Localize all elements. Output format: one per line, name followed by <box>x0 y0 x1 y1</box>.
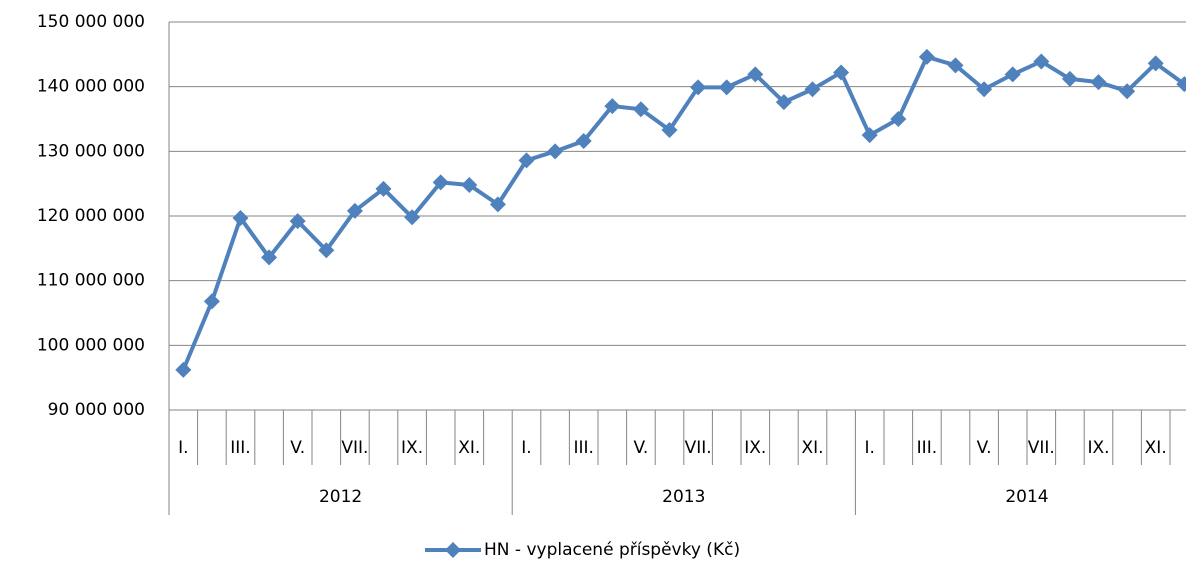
x-tick-label: III. <box>230 438 250 458</box>
marker <box>690 79 707 96</box>
marker <box>461 176 478 193</box>
x-tick-label: V. <box>290 438 305 458</box>
marker <box>1033 53 1050 70</box>
x-tick-label: IX. <box>744 438 766 458</box>
year-label: 2012 <box>319 487 362 507</box>
marker <box>575 132 592 149</box>
x-tick-label: VII. <box>685 438 712 458</box>
marker <box>203 293 220 310</box>
x-tick-label: I. <box>521 438 531 458</box>
legend-label: HN - vyplacené příspěvky (Kč) <box>484 540 740 560</box>
x-tick-label: VII. <box>1028 438 1055 458</box>
series-line <box>181 54 1186 371</box>
marker <box>289 213 306 230</box>
x-tick-label: I. <box>178 438 188 458</box>
marker <box>175 361 192 378</box>
y-tick-label: 120 000 000 <box>37 206 145 226</box>
marker <box>346 202 363 219</box>
marker <box>1119 83 1136 100</box>
x-tick-label: VII. <box>341 438 368 458</box>
marker <box>547 143 564 160</box>
year-label: 2013 <box>662 487 705 507</box>
x-tick-label: IX. <box>1087 438 1109 458</box>
marker <box>804 81 821 98</box>
x-tick-label: V. <box>977 438 992 458</box>
y-tick-label: 150 000 000 <box>37 12 145 32</box>
x-tick-label: IX. <box>401 438 423 458</box>
x-tick-label: XI. <box>458 438 480 458</box>
x-tick-label: III. <box>917 438 937 458</box>
marker <box>432 174 449 191</box>
marker <box>489 196 506 213</box>
marker <box>1147 55 1164 72</box>
y-tick-label: 100 000 000 <box>37 335 145 355</box>
marker <box>833 64 850 81</box>
x-tick-label: V. <box>633 438 648 458</box>
y-tick-label: 110 000 000 <box>37 271 145 291</box>
marker <box>404 209 421 226</box>
marker <box>718 79 735 96</box>
marker <box>747 66 764 83</box>
marker <box>861 127 878 144</box>
marker <box>318 242 335 259</box>
marker <box>375 180 392 197</box>
y-tick-label: 130 000 000 <box>37 141 145 161</box>
marker <box>232 209 249 226</box>
legend-marker <box>445 542 461 558</box>
x-tick-label: XI. <box>801 438 823 458</box>
marker <box>1061 70 1078 87</box>
marker <box>604 98 621 115</box>
x-tick-label: I. <box>864 438 874 458</box>
x-tick-label: XI. <box>1145 438 1167 458</box>
marker <box>1090 74 1107 91</box>
marker <box>261 249 278 266</box>
marker <box>518 152 535 169</box>
marker <box>947 57 964 74</box>
y-tick-label: 90 000 000 <box>48 400 145 420</box>
marker <box>1176 76 1186 93</box>
marker <box>775 94 792 111</box>
marker <box>976 81 993 98</box>
y-tick-label: 140 000 000 <box>37 77 145 97</box>
marker <box>632 101 649 118</box>
marker <box>1004 66 1021 83</box>
marker <box>661 121 678 138</box>
marker <box>918 48 935 65</box>
year-label: 2014 <box>1005 487 1048 507</box>
marker <box>890 111 907 127</box>
x-tick-label: III. <box>573 438 593 458</box>
